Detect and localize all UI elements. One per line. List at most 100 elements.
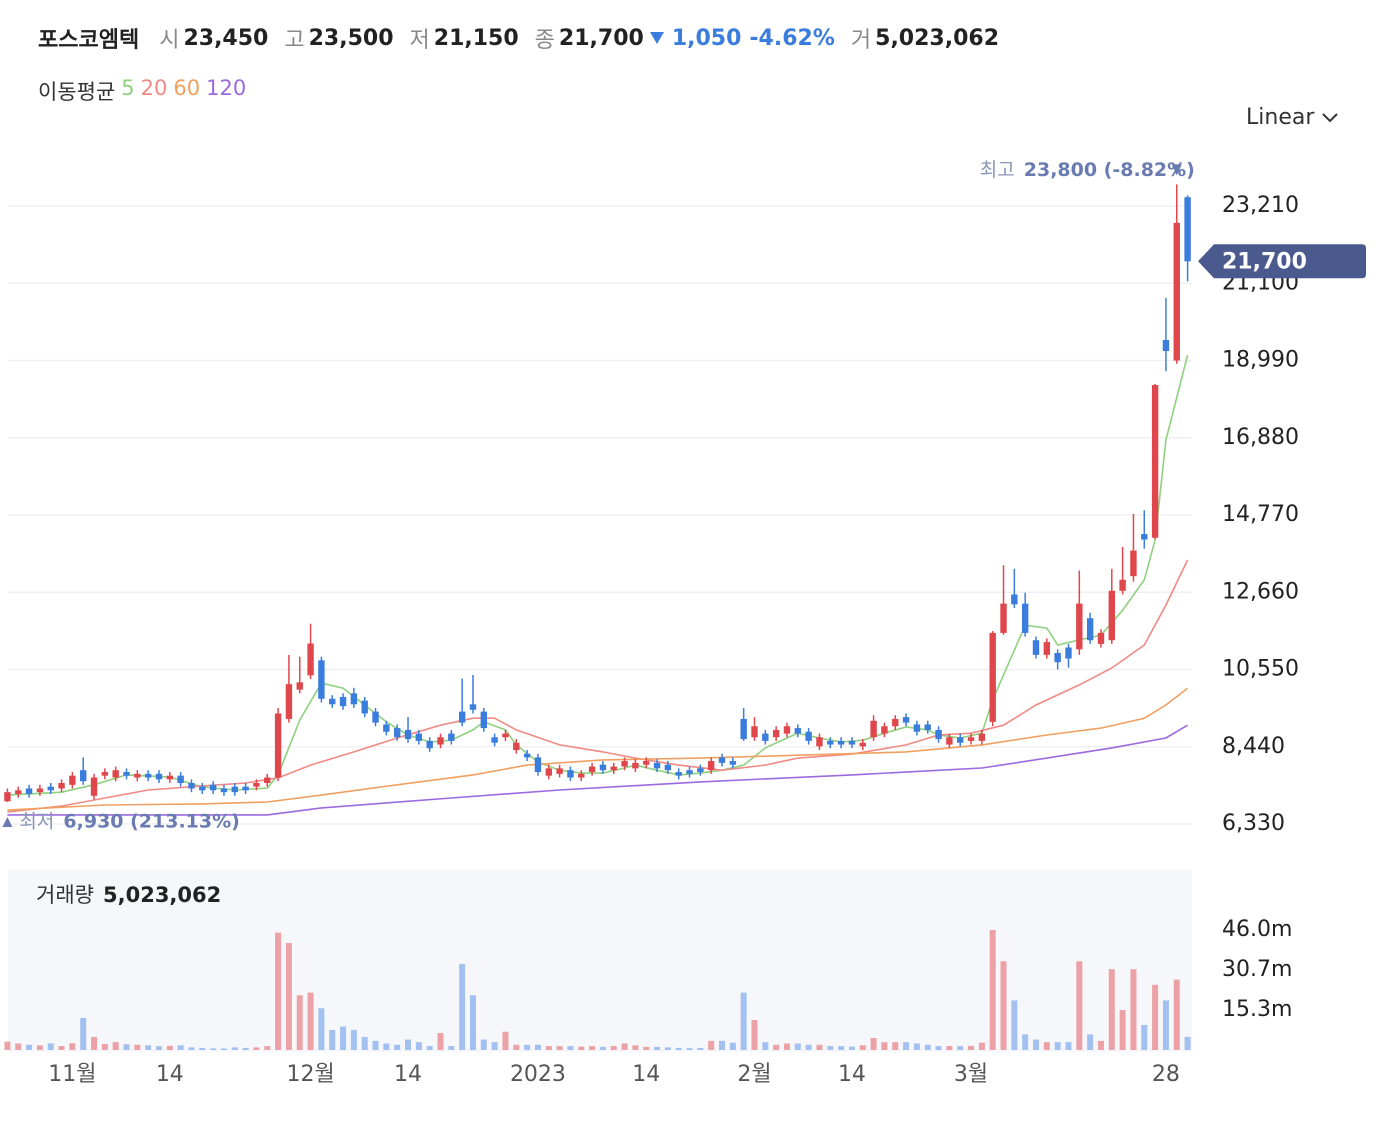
- scale-dropdown[interactable]: Linear: [1246, 105, 1339, 130]
- candle-body: [1076, 603, 1083, 650]
- candle-body: [1086, 618, 1094, 641]
- legend-entry: 5: [121, 76, 135, 100]
- candle-body: [805, 731, 812, 741]
- candle-body: [469, 704, 477, 710]
- volume-bar: [664, 1047, 671, 1050]
- volume-bar: [1043, 1042, 1050, 1050]
- candle-body: [599, 764, 607, 771]
- volume-bar: [686, 1048, 693, 1050]
- volume-bar: [220, 1048, 227, 1050]
- candle-body: [1011, 594, 1018, 605]
- volume-bar: [610, 1046, 617, 1050]
- volume-bar: [1033, 1039, 1040, 1050]
- x-tick-label: 11월: [48, 1062, 96, 1087]
- candle-body: [534, 757, 542, 773]
- volume-bar: [285, 943, 292, 1050]
- volume-bar: [1000, 961, 1007, 1050]
- volume-bar: [361, 1036, 368, 1050]
- candle-body: [588, 766, 596, 773]
- volume-bar: [1087, 1034, 1094, 1050]
- candle-body: [1108, 590, 1115, 641]
- candle-body: [437, 737, 444, 745]
- volume-bar: [545, 1046, 552, 1050]
- volume-bar: [166, 1045, 173, 1050]
- quote-value: 23,500: [308, 25, 394, 51]
- candle-body: [350, 693, 358, 705]
- candle-body: [881, 726, 888, 734]
- volume-bar: [589, 1046, 596, 1050]
- volume-bar: [924, 1044, 931, 1050]
- volume-bar: [502, 1031, 509, 1050]
- volume-bar: [794, 1043, 801, 1050]
- volume-bar: [957, 1046, 964, 1050]
- volume-tick-label: 15.3m: [1222, 997, 1292, 1022]
- candle-body: [545, 768, 552, 776]
- quote-value: 21,150: [433, 25, 519, 51]
- candle-body: [859, 742, 866, 747]
- y-tick-label: 10,550: [1222, 657, 1299, 682]
- volume-tick-label: 46.0m: [1222, 917, 1292, 942]
- change-pct: -4.62%: [749, 25, 835, 51]
- x-tick-label: 3월: [954, 1062, 988, 1087]
- volume-bar: [524, 1044, 531, 1050]
- candle-body: [902, 717, 910, 723]
- candle-body: [1184, 197, 1191, 262]
- candle-body: [1141, 534, 1148, 540]
- candle-body: [69, 775, 76, 785]
- candle-body: [90, 777, 98, 796]
- volume-bar: [491, 1042, 498, 1050]
- candle-body: [1021, 603, 1029, 633]
- candle-body: [1032, 640, 1040, 655]
- volume-bar: [253, 1047, 260, 1050]
- candle-body: [199, 786, 206, 791]
- candle-body: [707, 761, 715, 771]
- candle-body: [372, 711, 379, 723]
- volume-bar: [719, 1040, 726, 1050]
- volume-bar: [1119, 1010, 1126, 1050]
- candle-body: [632, 762, 639, 769]
- volume-bar: [80, 1017, 87, 1050]
- volume-title: 거래량: [36, 883, 94, 907]
- candle-body: [209, 784, 217, 791]
- candle-body: [339, 696, 347, 707]
- volume-bar: [1076, 961, 1083, 1050]
- candle-body: [480, 711, 488, 729]
- candle-body: [870, 720, 877, 738]
- candle-body: [675, 772, 682, 776]
- volume-bar: [567, 1046, 574, 1050]
- volume-bar: [870, 1038, 877, 1050]
- legend-entry: 60: [173, 76, 201, 100]
- candle-body: [123, 772, 130, 776]
- volume-bar: [859, 1045, 866, 1050]
- candle-body: [957, 737, 964, 743]
- volume-bar: [383, 1043, 390, 1050]
- ma-line: [7, 687, 1189, 811]
- volume-bar: [36, 1045, 43, 1050]
- volume-bar: [112, 1042, 119, 1050]
- volume-bar: [1141, 1024, 1148, 1050]
- volume-bar: [697, 1047, 704, 1050]
- quote-label: 시: [159, 28, 180, 53]
- header: 포스코엠텍 시 23,450 고 23,500 저 21,150 종 21,700 1,050 -4…: [38, 22, 999, 54]
- candle-body: [578, 773, 585, 778]
- quote-label: 저: [409, 28, 430, 53]
- volume-bar: [177, 1045, 184, 1050]
- candle-body: [751, 726, 758, 738]
- candle-body: [458, 711, 466, 723]
- candle-body: [653, 762, 661, 769]
- quote-label: 고: [284, 28, 305, 53]
- volume-bar: [848, 1046, 855, 1050]
- price-tag: 21,700: [1222, 249, 1307, 274]
- candle-body: [837, 740, 845, 745]
- volume-bar: [188, 1047, 195, 1050]
- volume-bar: [729, 1042, 736, 1050]
- volume-bar: [318, 1008, 325, 1050]
- x-tick-label: 12월: [286, 1062, 334, 1087]
- ma-line: [7, 724, 1189, 816]
- volume-bar: [827, 1046, 834, 1050]
- volume-bar: [405, 1039, 412, 1050]
- candle-body: [426, 740, 433, 749]
- legend-entry: 120: [206, 76, 247, 100]
- candle-body: [772, 729, 780, 738]
- scale-label[interactable]: Linear: [1246, 105, 1315, 130]
